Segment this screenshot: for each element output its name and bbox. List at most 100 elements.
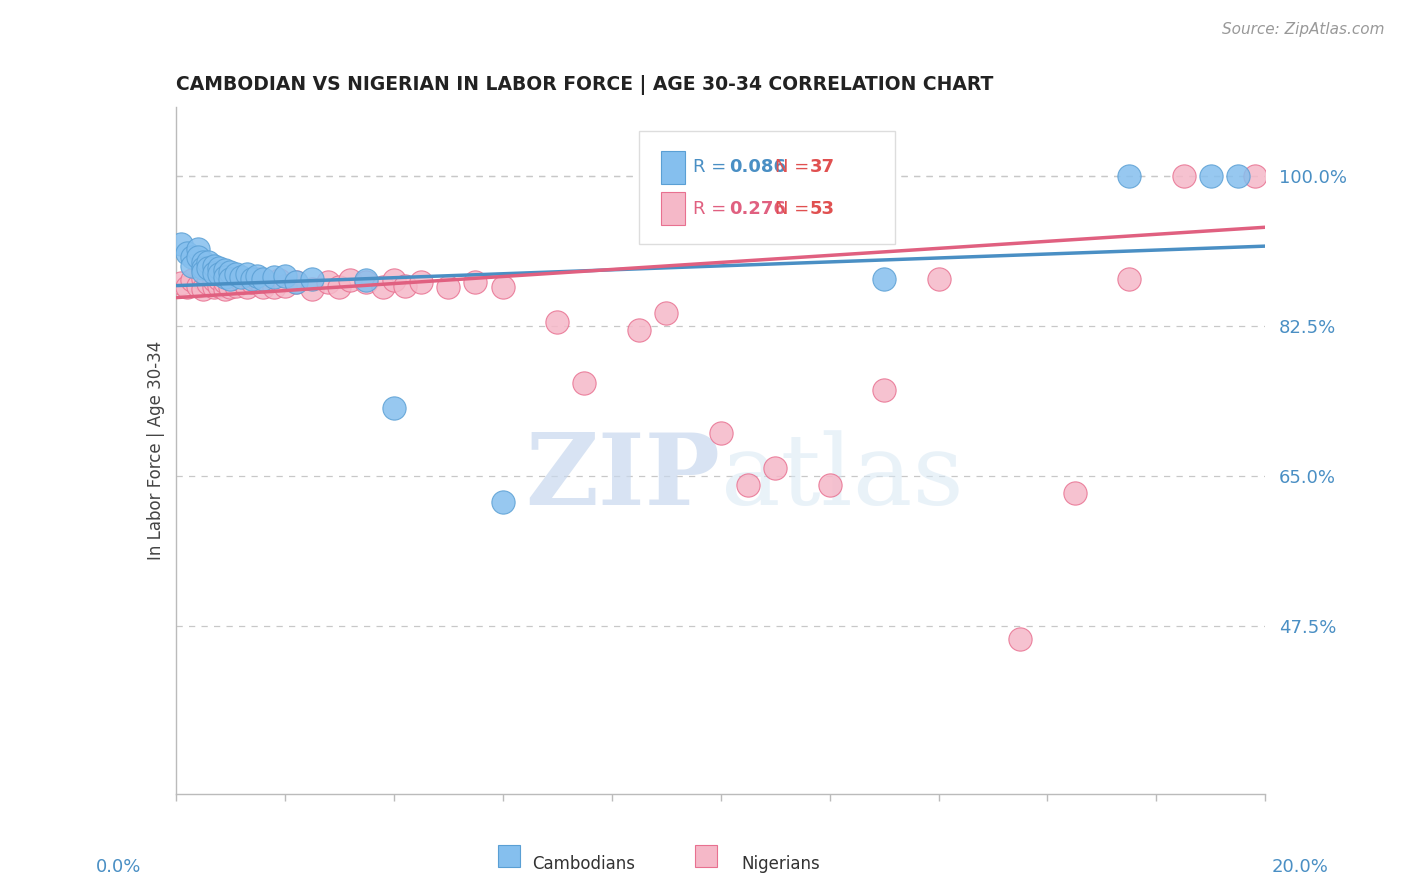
Point [231, 273, 253, 287]
Point [246, 271, 269, 285]
Point [1010, 632, 1032, 647]
Point [202, 259, 225, 273]
Text: R =: R = [693, 200, 733, 218]
Point [181, 259, 204, 273]
Point [191, 260, 214, 275]
Text: CAMBODIAN VS NIGERIAN IN LABOR FORCE | AGE 30-34 CORRELATION CHART: CAMBODIAN VS NIGERIAN IN LABOR FORCE | A… [176, 75, 993, 95]
Point [284, 275, 307, 289]
Point [219, 265, 242, 279]
Bar [695, 845, 717, 867]
Point [301, 282, 323, 296]
Point [191, 282, 214, 296]
Text: Cambodians: Cambodians [531, 855, 636, 872]
Text: 37: 37 [810, 159, 835, 177]
Text: 20.0%: 20.0% [1272, 858, 1329, 876]
Point [197, 261, 219, 276]
Point [181, 250, 204, 264]
Point [186, 278, 209, 293]
Point [208, 278, 231, 293]
Point [356, 273, 378, 287]
Point [1227, 169, 1250, 183]
Point [202, 280, 225, 294]
Point [301, 271, 323, 285]
Point [1063, 486, 1085, 500]
Point [339, 273, 361, 287]
Point [318, 275, 340, 289]
Point [170, 237, 193, 252]
Point [225, 267, 247, 281]
Point [492, 280, 515, 294]
Point [356, 275, 378, 289]
Point [763, 169, 786, 183]
Point [208, 260, 231, 275]
Point [257, 275, 280, 289]
Text: Nigerians: Nigerians [741, 855, 820, 872]
Point [197, 276, 219, 290]
Point [252, 280, 274, 294]
Point [1199, 169, 1222, 183]
Point [627, 323, 650, 337]
Point [186, 242, 209, 256]
Text: 0.0%: 0.0% [96, 858, 141, 876]
Text: 53: 53 [810, 200, 835, 218]
Point [274, 269, 297, 284]
Point [219, 280, 242, 294]
Point [1243, 169, 1265, 183]
Text: 0.276: 0.276 [730, 200, 786, 218]
Point [928, 271, 950, 285]
Point [873, 384, 896, 398]
Text: N =: N = [775, 159, 815, 177]
Text: 0.086: 0.086 [730, 159, 786, 177]
Point [382, 401, 405, 415]
Text: R =: R = [693, 159, 733, 177]
Point [655, 306, 678, 320]
Point [181, 273, 204, 287]
Point [269, 273, 291, 287]
Point [219, 271, 242, 285]
Bar [661, 151, 685, 184]
Point [437, 280, 460, 294]
Point [382, 273, 405, 287]
Point [235, 268, 257, 282]
Point [737, 478, 759, 492]
Point [191, 271, 214, 285]
Point [818, 478, 841, 492]
Point [214, 282, 236, 296]
Point [710, 426, 733, 441]
Text: ZIP: ZIP [526, 429, 721, 526]
Point [240, 271, 263, 285]
Text: atlas: atlas [721, 430, 963, 525]
Point [191, 254, 214, 268]
Point [214, 263, 236, 277]
Bar [498, 845, 520, 867]
Text: Source: ZipAtlas.com: Source: ZipAtlas.com [1222, 22, 1385, 37]
Point [208, 271, 231, 285]
Point [176, 246, 198, 260]
Point [263, 270, 285, 285]
Point [202, 273, 225, 287]
Point [263, 280, 285, 294]
Bar [661, 192, 685, 225]
FancyBboxPatch shape [638, 131, 896, 244]
Point [873, 271, 896, 285]
Point [170, 276, 193, 290]
Point [197, 254, 219, 268]
Point [235, 280, 257, 294]
Point [1173, 169, 1195, 183]
Point [214, 270, 236, 285]
Point [1118, 169, 1140, 183]
Point [1118, 271, 1140, 285]
Point [231, 270, 253, 285]
Point [284, 275, 307, 289]
Point [219, 271, 242, 285]
Point [763, 460, 786, 475]
Point [246, 269, 269, 284]
Point [240, 275, 263, 289]
Point [202, 266, 225, 280]
Point [186, 250, 209, 264]
Point [208, 268, 231, 282]
Text: N =: N = [775, 200, 815, 218]
Point [492, 495, 515, 509]
Point [574, 376, 596, 391]
Y-axis label: In Labor Force | Age 30-34: In Labor Force | Age 30-34 [146, 341, 165, 560]
